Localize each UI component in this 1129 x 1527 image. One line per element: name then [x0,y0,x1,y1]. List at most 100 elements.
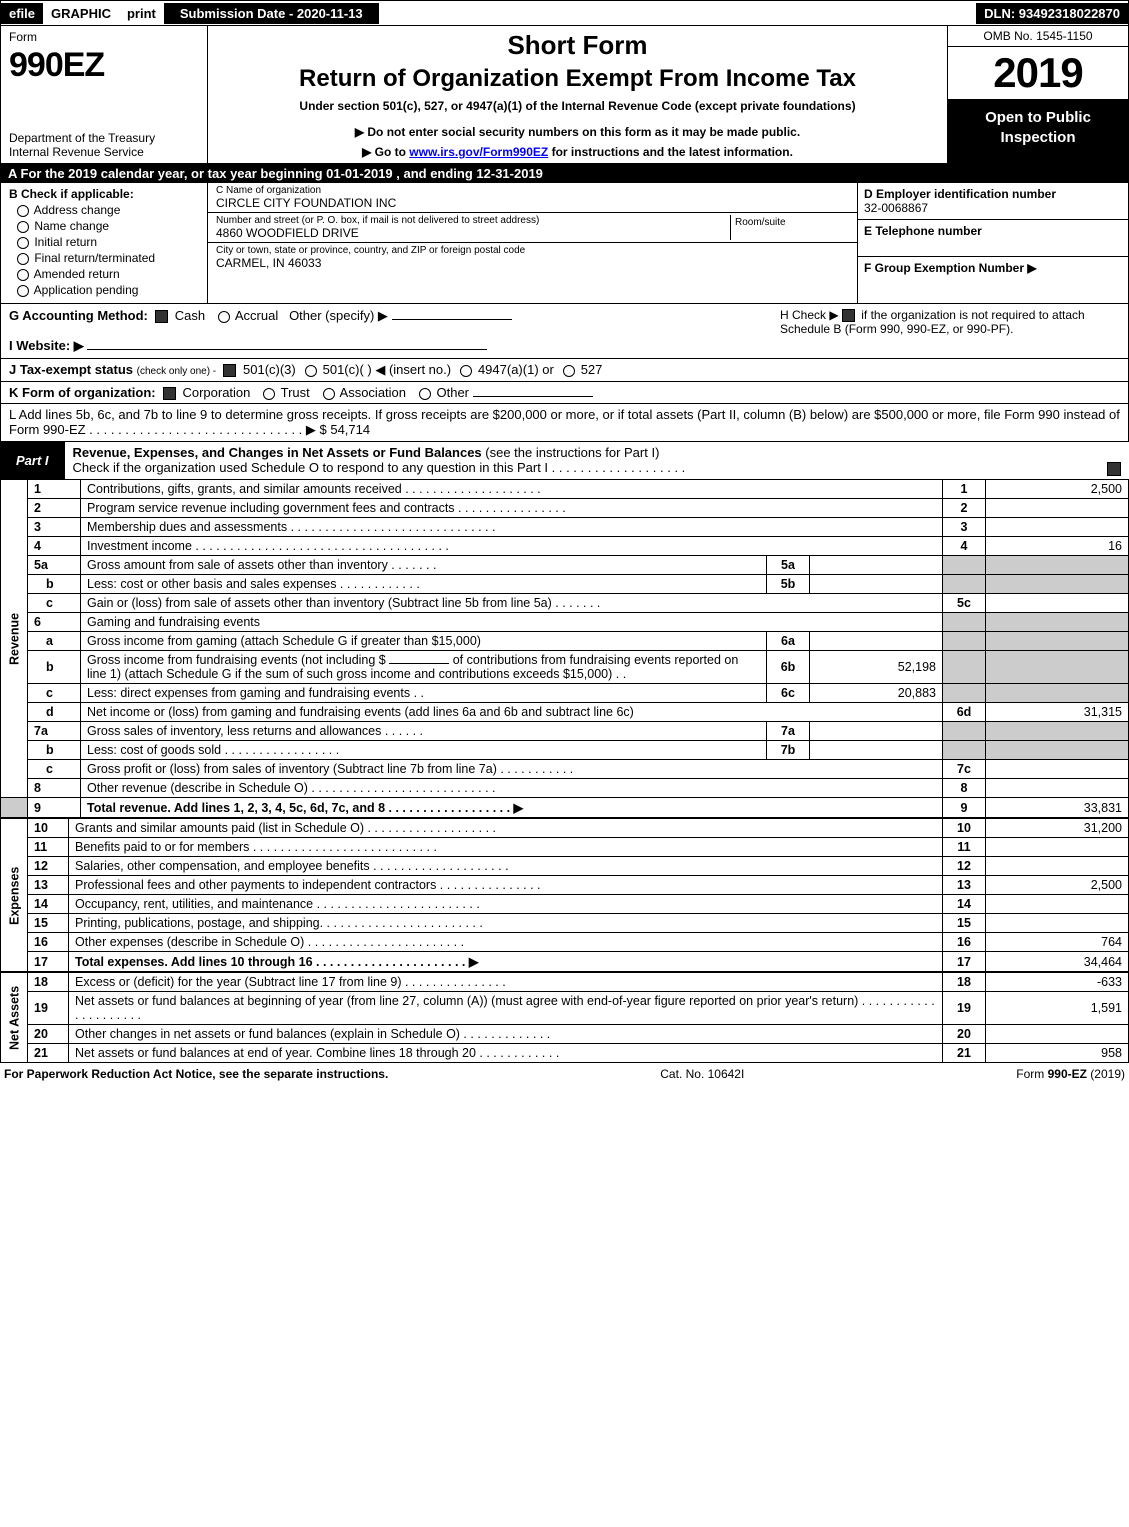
line-12-rn: 12 [943,857,986,876]
line-18-rn: 18 [943,973,986,992]
line-5b: b Less: cost or other basis and sales ex… [1,575,1129,594]
k-trust-check[interactable] [263,388,275,400]
line-7c-desc: Gross profit or (loss) from sales of inv… [81,760,943,779]
app-pending-check[interactable]: Application pending [15,283,199,297]
line-6a-in: 6a [767,632,810,651]
final-return-check[interactable]: Final return/terminated [15,251,199,265]
line-18-desc: Excess or (deficit) for the year (Subtra… [69,973,943,992]
j-501c-check[interactable] [305,365,317,377]
j-hint: (check only one) - [137,366,216,377]
j-501c3-check[interactable] [223,364,236,377]
line-12-desc: Salaries, other compensation, and employ… [69,857,943,876]
line-6a-rv-grey [986,632,1129,651]
name-change-check[interactable]: Name change [15,219,199,233]
part1-schedule-o-check[interactable] [1107,462,1121,476]
e-phone-row: E Telephone number [858,220,1128,257]
other-specify-input[interactable] [392,319,512,320]
goto-post: for instructions and the latest informat… [548,145,793,159]
line-1-val: 2,500 [986,480,1129,499]
j-501c-label: 501(c)( ) ◀ (insert no.) [323,362,451,377]
line-7b-num: b [28,741,81,760]
line-20: 20 Other changes in net assets or fund b… [1,1025,1129,1044]
line-2-val [986,499,1129,518]
j-527-check[interactable] [563,365,575,377]
section-text: Under section 501(c), 527, or 4947(a)(1)… [218,99,937,113]
footer-catno: Cat. No. 10642I [660,1067,744,1081]
line-17-val: 34,464 [986,952,1129,972]
page-footer: For Paperwork Reduction Act Notice, see … [0,1063,1129,1085]
line-15-num: 15 [28,914,69,933]
k-other-input[interactable] [473,396,593,397]
line-5a-desc: Gross amount from sale of assets other t… [81,556,767,575]
line-5a-rv-grey [986,556,1129,575]
line-6-desc: Gaming and fundraising events [81,613,943,632]
line-7a-rn-grey [943,722,986,741]
line-20-num: 20 [28,1025,69,1044]
header-right: OMB No. 1545-1150 2019 Open to Public In… [947,26,1128,163]
line-6b-num: b [28,651,81,684]
line-6: 6 Gaming and fundraising events [1,613,1129,632]
irs-link[interactable]: www.irs.gov/Form990EZ [409,145,548,159]
line-8: 8 Other revenue (describe in Schedule O)… [1,779,1129,798]
accrual-check[interactable] [218,311,230,323]
d-label: D Employer identification number [864,187,1122,201]
bc-def-block: B Check if applicable: Address change Na… [0,183,1129,304]
line-11-num: 11 [28,838,69,857]
footer-formno: Form 990-EZ (2019) [1016,1067,1125,1081]
line-7c: c Gross profit or (loss) from sales of i… [1,760,1129,779]
line-15-val [986,914,1129,933]
open-public-inspection: Open to Public Inspection [948,100,1128,163]
line-14: 14 Occupancy, rent, utilities, and maint… [1,895,1129,914]
line-5b-rn-grey [943,575,986,594]
netassets-table: Net Assets 18 Excess or (deficit) for th… [0,972,1129,1063]
line-5c-val [986,594,1129,613]
line-10: Expenses 10 Grants and similar amounts p… [1,819,1129,838]
print-label[interactable]: print [119,3,164,24]
l-row: L Add lines 5b, 6c, and 7b to line 9 to … [1,404,1128,441]
h-scheduleb: H Check ▶ if the organization is not req… [780,308,1120,354]
k-other-check[interactable] [419,388,431,400]
line-9: 9 Total revenue. Add lines 1, 2, 3, 4, 5… [1,798,1129,818]
header-left: Form 990EZ Department of the Treasury In… [1,26,208,163]
addr-change-check[interactable]: Address change [15,203,199,217]
line-4-num: 4 [28,537,81,556]
line-4-val: 16 [986,537,1129,556]
form-header: Form 990EZ Department of the Treasury In… [0,26,1129,164]
line-2-num: 2 [28,499,81,518]
k-label: K Form of organization: [9,385,156,400]
line-5b-num: b [28,575,81,594]
line-5b-in: 5b [767,575,810,594]
goto-link-row: Go to www.irs.gov/Form990EZ for instruct… [218,145,937,159]
h-pre: H Check ▶ [780,308,842,322]
line-19-num: 19 [28,992,69,1025]
c-name-label: C Name of organization [216,185,849,196]
k-assoc-check[interactable] [323,388,335,400]
footer-form-bold: 990-EZ [1048,1067,1087,1081]
line-5c-num: c [28,594,81,613]
cash-check[interactable] [155,310,168,323]
line-11: 11 Benefits paid to or for members . . .… [1,838,1129,857]
line-6b-amount-input[interactable] [389,663,449,664]
g-accounting: G Accounting Method: Cash Accrual Other … [9,308,780,354]
k-trust-label: Trust [281,385,310,400]
k-corp-check[interactable] [163,387,176,400]
line-18-val: -633 [986,973,1129,992]
d-ein-row: D Employer identification number 32-0068… [858,183,1128,220]
line-6d-num: d [28,703,81,722]
amended-return-check[interactable]: Amended return [15,267,199,281]
line-8-rn: 8 [943,779,986,798]
line-7c-num: c [28,760,81,779]
j-4947-check[interactable] [460,365,472,377]
website-input[interactable] [87,349,487,350]
line-5b-iv [810,575,943,594]
j-4947-label: 4947(a)(1) or [478,362,554,377]
line-6-rv-grey [986,613,1129,632]
line-11-val [986,838,1129,857]
line-7a: 7a Gross sales of inventory, less return… [1,722,1129,741]
initial-return-check[interactable]: Initial return [15,235,199,249]
h-check[interactable] [842,309,855,322]
line-17-rn: 17 [943,952,986,972]
omb-number: OMB No. 1545-1150 [948,26,1128,47]
line-9-desc: Total revenue. Add lines 1, 2, 3, 4, 5c,… [81,798,943,818]
line-12-val [986,857,1129,876]
